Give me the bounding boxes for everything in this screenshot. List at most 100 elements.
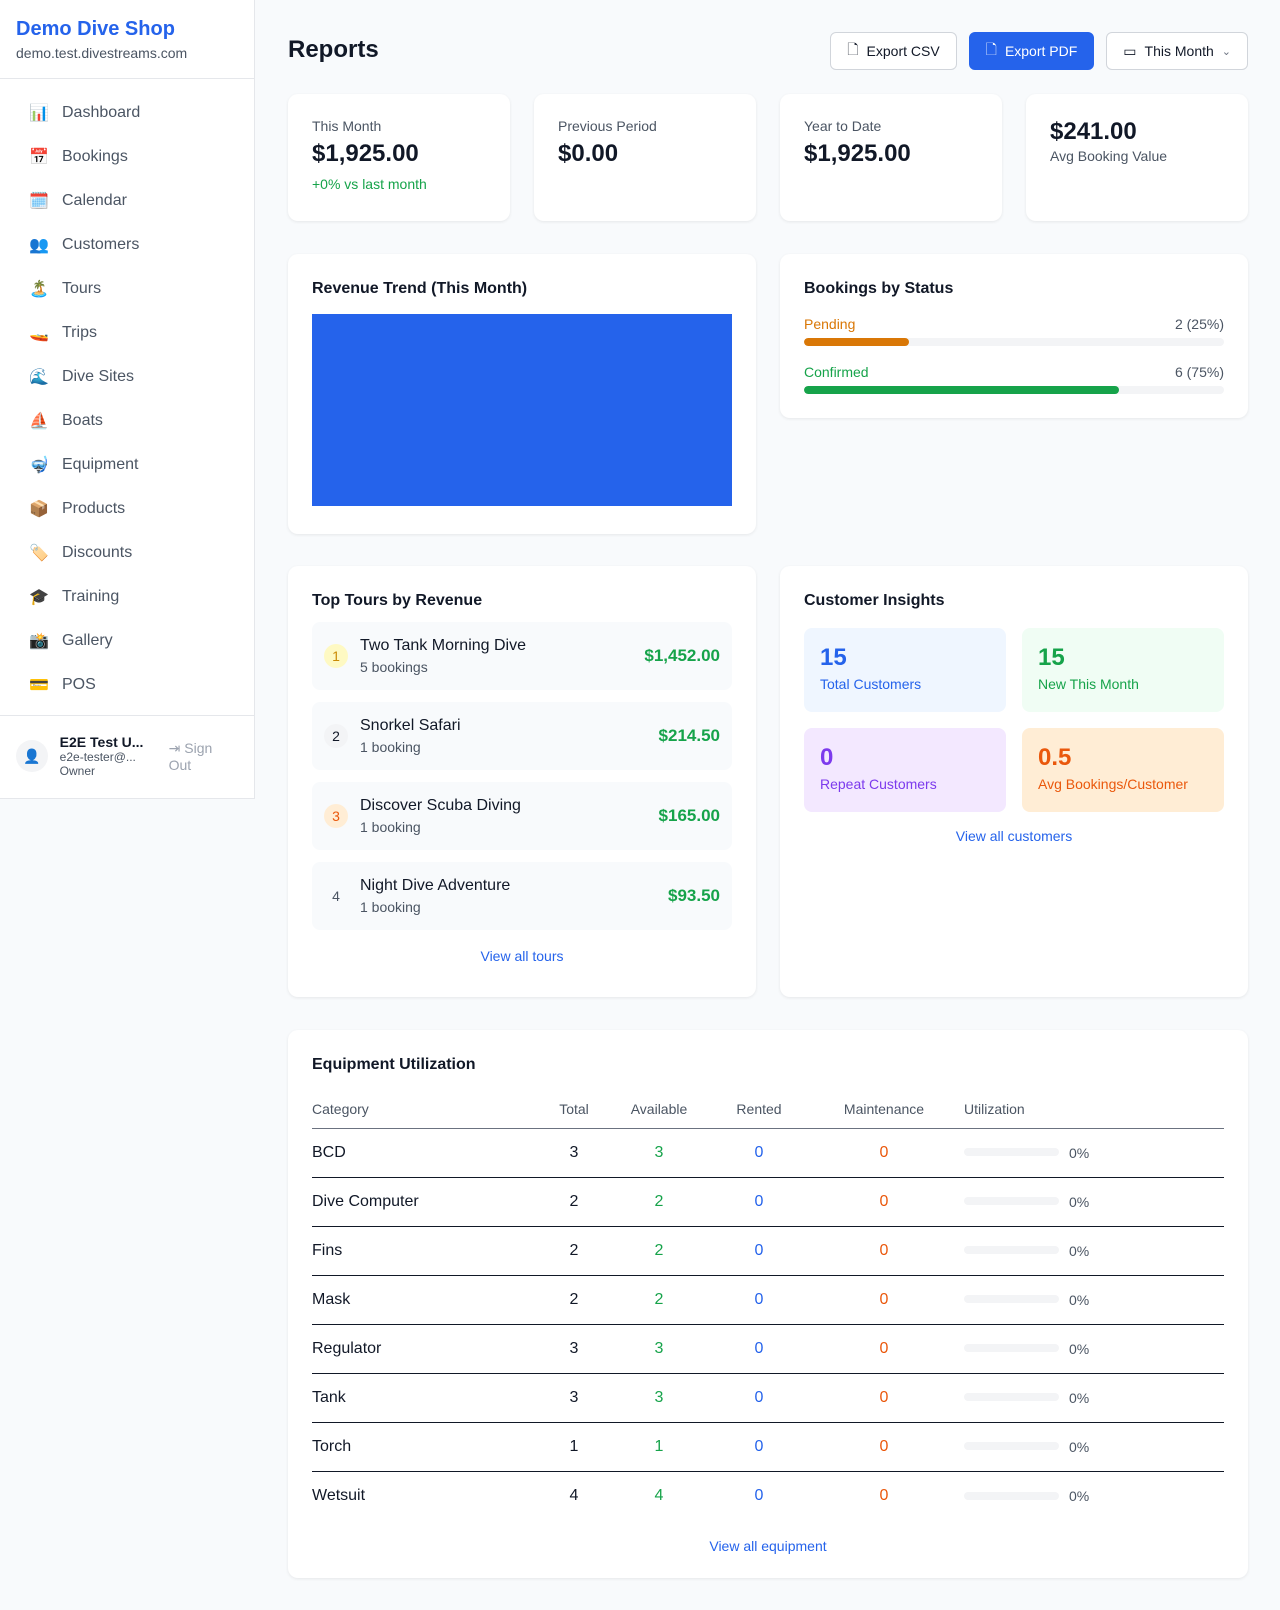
insight-value: 15 <box>1038 644 1065 671</box>
utilization-cell: 0% <box>964 1422 1224 1472</box>
top-tours-card: Top Tours by Revenue 1 Two Tank Morning D… <box>288 566 756 997</box>
table-cell: Dive Computer <box>312 1177 544 1227</box>
view-all-tours-link[interactable]: View all tours <box>480 948 564 964</box>
table-cell: Mask <box>312 1275 544 1325</box>
rank-badge: 2 <box>324 724 348 748</box>
brand: Demo Dive Shop demo.test.divestreams.com <box>0 0 254 79</box>
tour-row[interactable]: 4 Night Dive Adventure 1 booking $93.50 <box>312 862 732 930</box>
calendar-icon: ▭ <box>1123 42 1137 59</box>
utilization-bar <box>964 1491 1059 1500</box>
export-pdf-label: Export PDF <box>1004 43 1078 59</box>
table-cell: 0 <box>714 1275 804 1325</box>
sidebar-item-label: Boats <box>62 412 103 429</box>
table-cell: 4 <box>569 1486 579 1504</box>
column-header: Utilization <box>964 1090 1224 1129</box>
sidebar-item-training[interactable]: 🎓 Training <box>16 575 238 619</box>
user-email: e2e-tester@... <box>59 750 136 764</box>
table-cell: 3 <box>544 1324 604 1374</box>
equipment-icon: 🤿 <box>29 457 49 474</box>
sidebar-item-label: POS <box>62 676 96 693</box>
status-row-pending: Pending 2 (25%) <box>804 316 1224 346</box>
view-all-customers-link[interactable]: View all customers <box>955 828 1073 844</box>
table-cell: 0 <box>804 1128 964 1178</box>
sidebar-item-discounts[interactable]: 🏷️ Discounts <box>16 531 238 575</box>
sidebar-item-pos[interactable]: 💳 POS <box>16 663 238 707</box>
insight-value: 15 <box>820 644 847 671</box>
sidebar-item-tours[interactable]: 🏝️ Tours <box>16 267 238 311</box>
export-csv-button[interactable]: 🗋 Export CSV <box>830 32 957 70</box>
table-cell: 0 <box>714 1128 804 1178</box>
status-label: Confirmed <box>804 364 869 380</box>
tour-row[interactable]: 3 Discover Scuba Diving 1 booking $165.00 <box>312 782 732 850</box>
file-download-icon: 🗋 <box>847 41 859 57</box>
sign-out-button[interactable]: ⇥ Sign Out <box>169 740 238 773</box>
sidebar-item-gallery[interactable]: 📸 Gallery <box>16 619 238 663</box>
sidebar-item-bookings[interactable]: 📅 Bookings <box>16 135 238 179</box>
sidebar-item-dashboard[interactable]: 📊 Dashboard <box>16 91 238 135</box>
sidebar-item-products[interactable]: 📦 Products <box>16 487 238 531</box>
card-title: Top Tours by Revenue <box>312 592 483 609</box>
utilization-percent: 0% <box>1069 1389 1090 1406</box>
revenue-trend-card: Revenue Trend (This Month) <box>288 254 756 534</box>
sidebar-nav: 📊 Dashboard 📅 Bookings 🗓️ Calendar 👥 Customers 🏝… <box>0 79 254 719</box>
period-select[interactable]: ▭ This Month ⌄ <box>1106 32 1248 70</box>
table-cell: 1 <box>544 1422 604 1472</box>
bookings-icon: 📅 <box>29 149 49 166</box>
table-cell: Regulator <box>312 1324 544 1374</box>
card-title: Bookings by Status <box>804 280 954 297</box>
utilization-cell: 0% <box>964 1177 1224 1227</box>
table-cell: 0 <box>879 1486 889 1504</box>
tour-row[interactable]: 2 Snorkel Safari 1 booking $214.50 <box>312 702 732 770</box>
training-icon: 🎓 <box>29 589 49 606</box>
dive-sites-icon: 🌊 <box>29 369 49 386</box>
utilization-percent: 0% <box>1069 1242 1090 1259</box>
view-all-equipment-link[interactable]: View all equipment <box>709 1538 827 1554</box>
sidebar-item-label: Equipment <box>62 456 139 473</box>
customers-icon: 👥 <box>29 237 49 254</box>
table-cell: 2 <box>604 1275 714 1325</box>
table-cell: 0 <box>804 1324 964 1374</box>
tour-row[interactable]: 1 Two Tank Morning Dive 5 bookings $1,452.0… <box>312 622 732 690</box>
utilization-cell: 0% <box>964 1471 1224 1520</box>
stat-card-previous-period: Previous Period $0.00 <box>534 94 756 221</box>
insight-label: Total Customers <box>820 676 922 692</box>
sidebar-item-trips[interactable]: 🚤 Trips <box>16 311 238 355</box>
utilization-percent: 0% <box>1069 1193 1090 1210</box>
rank-badge: 3 <box>324 804 348 828</box>
sidebar-item-equipment[interactable]: 🤿 Equipment <box>16 443 238 487</box>
utilization-bar <box>964 1344 1059 1353</box>
table-cell: 4 <box>654 1486 664 1504</box>
insight-value: 0 <box>820 744 834 771</box>
status-row-confirmed: Confirmed 6 (75%) <box>804 364 1224 394</box>
insight-label: New This Month <box>1038 676 1139 692</box>
sidebar: Demo Dive Shop demo.test.divestreams.com… <box>0 0 255 799</box>
table-cell: 0 <box>804 1422 964 1472</box>
equipment-utilization-card: Equipment Utilization Category Total Avail… <box>288 1030 1248 1578</box>
table-cell: 2 <box>544 1275 604 1325</box>
table-cell: 3 <box>604 1128 714 1178</box>
sidebar-item-calendar[interactable]: 🗓️ Calendar <box>16 179 238 223</box>
utilization-bar <box>964 1442 1059 1451</box>
insight-tile: 15 Total Customers <box>804 628 1006 712</box>
file-download-icon: 🗋 <box>985 41 997 57</box>
sidebar-item-boats[interactable]: ⛵ Boats <box>16 399 238 443</box>
column-header: Maintenance <box>804 1090 964 1129</box>
table-cell: Tank <box>312 1373 544 1423</box>
tour-revenue: $214.50 <box>658 726 720 745</box>
sidebar-item-label: Customers <box>62 236 140 253</box>
export-pdf-button[interactable]: 🗋 Export PDF <box>968 32 1095 70</box>
stat-card-this-month: This Month $1,925.00 +0% vs last month <box>288 94 510 221</box>
table-cell: 2 <box>604 1177 714 1227</box>
dashboard-icon: 📊 <box>29 105 49 122</box>
pos-icon: 💳 <box>29 677 49 694</box>
utilization-cell: 0% <box>964 1128 1224 1178</box>
shop-name[interactable]: Demo Dive Shop <box>16 18 175 40</box>
utilization-cell: 0% <box>964 1275 1224 1325</box>
sidebar-item-customers[interactable]: 👥 Customers <box>16 223 238 267</box>
tour-name: Discover Scuba Diving <box>360 797 521 814</box>
sidebar-item-dive-sites[interactable]: 🌊 Dive Sites <box>16 355 238 399</box>
chevron-down-icon: ⌄ <box>1221 45 1231 58</box>
stat-value: $241.00 <box>1050 118 1137 145</box>
discounts-icon: 🏷️ <box>29 545 49 562</box>
user-name: E2E Test U... <box>59 734 144 750</box>
